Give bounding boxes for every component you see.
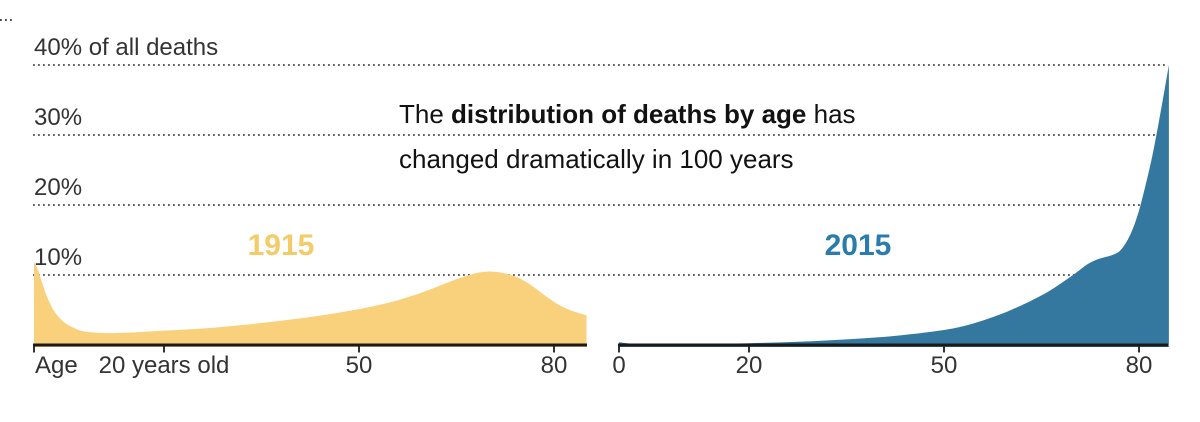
title-line2: changed dramatically in 100 years (399, 144, 794, 174)
x-tick-2015-80 (1138, 346, 1140, 353)
x-tick-2015-0 (618, 346, 620, 353)
series-label-1915: 1915 (247, 229, 315, 262)
title-prefix: The (399, 99, 452, 129)
x-label-1915-50: 50 (345, 352, 373, 379)
x-axis-1915 (33, 343, 587, 347)
x-tick-1915-20 (163, 346, 165, 353)
area-2015 (619, 65, 1169, 347)
x-tick-1915-80 (553, 346, 555, 353)
x-tick-2015-20 (748, 346, 750, 353)
y-axis-label-40: 40% of all deaths (34, 34, 219, 61)
x-tick-1915-50 (358, 346, 360, 353)
chart-title: The distribution of deaths by age has ch… (399, 92, 856, 182)
x-label-2015-80: 80 (1125, 352, 1153, 379)
x-label-2015-20: 20 (735, 352, 763, 379)
x-label-1915-20-years-old: 20 years old (98, 352, 230, 379)
x-label-2015-0: 0 (612, 352, 626, 379)
x-tick-2015-50 (943, 346, 945, 353)
y-axis-label-30: 30% (34, 104, 83, 131)
title-bold: distribution of deaths by age (451, 99, 807, 129)
x-tick-1915-0 (33, 346, 35, 353)
y-axis-label-10: 10% (34, 244, 83, 271)
x-label-1915-80: 80 (540, 352, 568, 379)
x-axis-2015 (618, 343, 1168, 347)
y-axis-label-20: 20% (34, 174, 83, 201)
title-suffix: has (806, 99, 856, 129)
x-label-1915-Age: Age (35, 352, 78, 379)
area-1915 (34, 262, 587, 347)
x-label-2015-50: 50 (930, 352, 958, 379)
series-label-2015: 2015 (824, 229, 892, 262)
